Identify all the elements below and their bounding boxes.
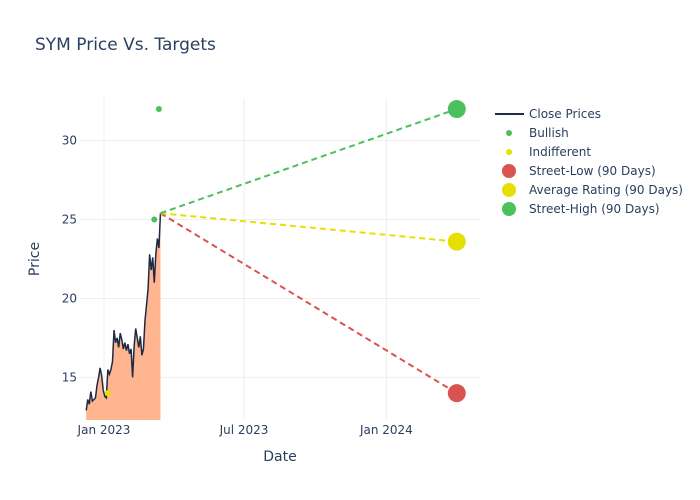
legend-label: Average Rating (90 Days)	[529, 183, 683, 197]
legend-label: Street-High (90 Days)	[529, 202, 660, 216]
y-tick-label: 20	[62, 291, 77, 305]
legend-label: Close Prices	[529, 107, 601, 121]
x-axis: Jan 2023 Jul 2023 Jan 2024	[77, 423, 413, 437]
projection-line	[160, 108, 458, 215]
target-marker	[447, 232, 466, 251]
legend-swatch	[506, 130, 512, 136]
y-axis: 15 20 25 30	[62, 134, 77, 385]
legend-label: Indifferent	[529, 145, 591, 159]
legend-label: Street-Low (90 Days)	[529, 164, 656, 178]
legend-swatch	[502, 202, 516, 216]
legend-swatch	[502, 183, 516, 197]
chart-title: SYM Price Vs. Targets	[35, 35, 216, 55]
bullish-point	[151, 216, 158, 223]
y-tick-label: 15	[62, 370, 77, 384]
x-tick-label: Jan 2023	[77, 423, 131, 437]
legend-swatch	[506, 149, 512, 155]
y-axis-title: Price	[27, 242, 43, 276]
projection-line	[159, 212, 458, 395]
close-price-area	[86, 213, 161, 420]
y-tick-label: 30	[62, 134, 77, 148]
close-price-line	[85, 213, 162, 411]
x-tick-label: Jul 2023	[219, 423, 269, 437]
x-axis-title: Date	[263, 449, 296, 465]
legend-swatch	[502, 164, 516, 178]
bullish-point	[155, 106, 162, 113]
y-tick-label: 25	[62, 213, 77, 227]
plot-area	[85, 100, 466, 420]
indifferent-point	[104, 390, 111, 397]
legend: Close Prices Bullish Indifferent Street-Low…	[495, 107, 683, 216]
target-marker	[447, 100, 466, 119]
legend-label: Bullish	[529, 126, 569, 140]
projection-line	[160, 212, 457, 243]
target-marker	[447, 384, 466, 403]
x-tick-label: Jan 2024	[359, 423, 413, 437]
